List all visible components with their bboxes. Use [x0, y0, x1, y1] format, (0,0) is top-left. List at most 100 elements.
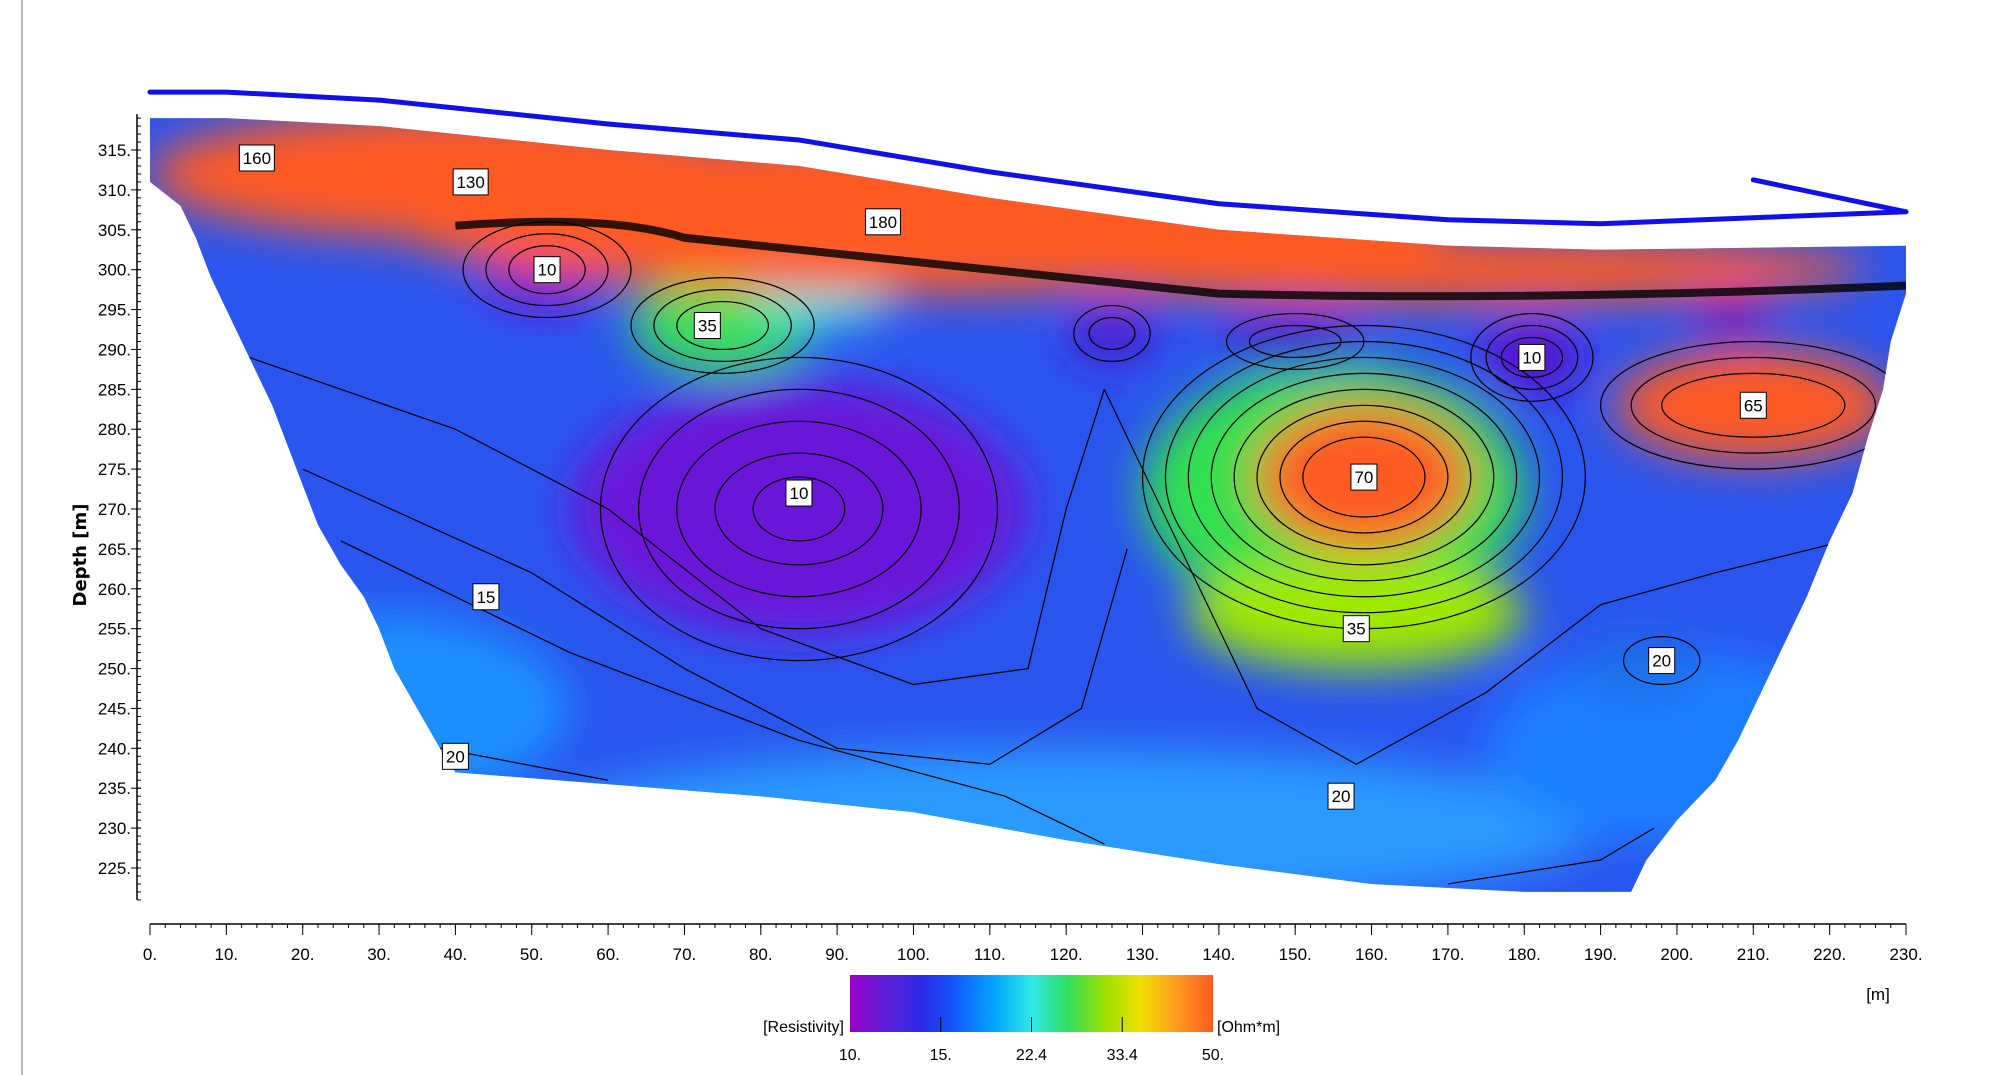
y-tick-label: 250.: [98, 660, 131, 679]
contour-lines: [226, 217, 1906, 885]
contour-ring: [1661, 372, 1846, 438]
y-tick-label: 275.: [98, 460, 131, 479]
contour-label-text: 20: [1652, 652, 1671, 671]
contour-ring: [1248, 324, 1342, 359]
contour-label-box: [1518, 343, 1546, 371]
contour-ring: [1187, 356, 1541, 598]
contour-label-text: 180: [869, 213, 897, 232]
x-tick-label: 0.: [143, 945, 157, 964]
y-tick-label: 245.: [98, 699, 131, 718]
surface-profile-line: [147, 89, 1909, 227]
x-tick-label: 170.: [1431, 945, 1464, 964]
contour-ring: [1470, 312, 1594, 402]
colorbar-tick-label: 10.: [839, 1047, 861, 1064]
contour-label: 10: [785, 479, 813, 507]
contour-label: 160: [238, 144, 275, 172]
colorbar-ticks: 10. 15. 22.4 33.4 50.: [839, 1017, 1224, 1064]
contour-sweep: [302, 468, 1128, 765]
colorbar-tick-label: 22.4: [1016, 1047, 1047, 1064]
anomaly-blob: [1218, 309, 1372, 374]
contour-sweep: [340, 540, 1105, 845]
colorbar: [Resistivity] [Ohm*m] 10. 15. 22.4 33.4 50.: [763, 975, 1280, 1064]
x-tick-label: 150.: [1279, 945, 1312, 964]
contour-label: 35: [1342, 615, 1370, 643]
contour-label-box: [452, 168, 489, 196]
y-axis: 315. 310. 305. 300. 295. 290. 285. 280. 275. 270.…: [98, 114, 141, 901]
x-axis: 0. 10. 20. 30. 40. 50. 60. 70. 80. 90. 100. 110. 120…: [143, 923, 1923, 964]
colorbar-tick-label: 33.4: [1107, 1047, 1138, 1064]
contour-label-text: 10: [538, 261, 557, 280]
contour-ring: [1073, 304, 1151, 363]
y-tick-label: 235.: [98, 779, 131, 798]
contour-label-box: [238, 144, 275, 172]
x-tick-label: 20.: [291, 945, 315, 964]
contour-label-text: 70: [1354, 468, 1373, 487]
x-tick-label: 50.: [520, 945, 544, 964]
contour-ring: [1485, 324, 1579, 390]
contour-label-box: [693, 312, 721, 340]
y-tick-label: 230.: [98, 819, 131, 838]
anomaly-blob: [569, 381, 1028, 637]
contour-ring: [485, 233, 609, 307]
contour-ring: [630, 277, 815, 374]
contour-label-box: [1739, 391, 1767, 419]
contour-label-text: 20: [446, 747, 465, 766]
contour-ring: [1622, 636, 1701, 686]
anomaly-blob: [188, 612, 570, 805]
x-tick-label: 70.: [673, 945, 697, 964]
colorbar-tick-label: 50.: [1202, 1047, 1224, 1064]
x-tick-label: 140.: [1202, 945, 1235, 964]
contour-label-box: [1342, 615, 1370, 643]
y-tick-label: 280.: [98, 420, 131, 439]
y-axis-title: Depth [m]: [70, 504, 91, 607]
contour-ring: [1500, 336, 1564, 378]
x-tick-label: 80.: [749, 945, 773, 964]
contour-label: 10: [533, 256, 561, 284]
contour-label: 10: [1518, 343, 1546, 371]
contour-ring: [1302, 436, 1426, 518]
contour-label-box: [785, 479, 813, 507]
contour-ring: [638, 388, 960, 630]
contour-ring: [1088, 316, 1136, 351]
y-tick-label: 255.: [98, 620, 131, 639]
contour-label-text: 10: [1522, 348, 1541, 367]
contour-label: 130: [452, 168, 489, 196]
y-tick-label: 240.: [98, 739, 131, 758]
contour-ring: [1279, 420, 1449, 534]
contour-ring: [1630, 356, 1877, 454]
contour-sweep: [226, 348, 1105, 686]
contour-ring: [1225, 312, 1365, 370]
contour-label-text: 20: [1332, 787, 1351, 806]
contour-label-text: 130: [456, 173, 484, 192]
contour-ring: [676, 300, 770, 351]
contour-ring: [653, 289, 792, 363]
anomaly-blob: [1577, 636, 1700, 701]
contour-label: 65: [1739, 391, 1767, 419]
y-tick-label: 225.: [98, 859, 131, 878]
contour-label-box: [533, 256, 561, 284]
contour-ring: [599, 356, 999, 662]
surface-dark-band: [455, 217, 1906, 301]
contour-label-box: [1350, 463, 1378, 491]
contour-label: 35: [693, 312, 721, 340]
contour-ring: [1233, 388, 1495, 566]
y-tick-label: 265.: [98, 540, 131, 559]
x-tick-label: 220.: [1813, 945, 1846, 964]
y-tick-label: 260.: [98, 580, 131, 599]
x-tick-label: 110.: [974, 945, 1006, 964]
x-tick-label: 30.: [367, 945, 391, 964]
contour-ring: [1210, 372, 1518, 582]
x-tick-label: 40.: [444, 945, 468, 964]
colorbar-tick-label: 15.: [930, 1047, 952, 1064]
y-tick-label: 295.: [98, 301, 131, 320]
x-tick-label: 230.: [1889, 945, 1922, 964]
contour-ring: [462, 221, 632, 319]
y-tick-label: 270.: [98, 500, 131, 519]
contour-ring: [1256, 404, 1472, 550]
x-tick-label: 130.: [1126, 945, 1159, 964]
contour-label: 20: [1327, 782, 1355, 810]
contour-label-text: 65: [1744, 396, 1763, 415]
colorbar-label-left: [Resistivity]: [763, 1019, 844, 1036]
